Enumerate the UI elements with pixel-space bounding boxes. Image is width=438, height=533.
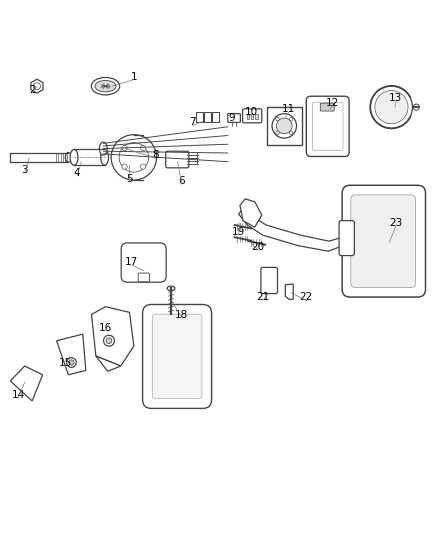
Polygon shape — [286, 284, 293, 299]
Circle shape — [119, 143, 148, 172]
Text: 22: 22 — [300, 292, 313, 302]
Circle shape — [413, 104, 420, 110]
FancyBboxPatch shape — [342, 185, 426, 297]
Text: 1: 1 — [131, 71, 137, 82]
FancyBboxPatch shape — [267, 107, 302, 144]
Ellipse shape — [167, 286, 175, 290]
FancyBboxPatch shape — [261, 268, 278, 294]
Bar — [255, 114, 258, 119]
Circle shape — [111, 135, 156, 180]
Circle shape — [122, 164, 127, 169]
Text: 18: 18 — [175, 310, 188, 319]
Text: 21: 21 — [256, 292, 269, 302]
Text: 9: 9 — [229, 113, 235, 123]
Text: 16: 16 — [99, 322, 112, 333]
FancyBboxPatch shape — [351, 195, 416, 287]
Text: 23: 23 — [389, 218, 403, 228]
FancyBboxPatch shape — [212, 112, 219, 122]
FancyBboxPatch shape — [204, 112, 211, 122]
Ellipse shape — [101, 149, 109, 165]
FancyBboxPatch shape — [196, 112, 203, 122]
Ellipse shape — [103, 335, 114, 346]
FancyBboxPatch shape — [143, 304, 212, 408]
Circle shape — [33, 83, 40, 90]
Text: 14: 14 — [11, 390, 25, 400]
Text: 4: 4 — [74, 168, 81, 177]
Text: 6: 6 — [179, 176, 185, 187]
Text: 20: 20 — [252, 242, 265, 252]
Circle shape — [276, 118, 292, 134]
Text: 5: 5 — [126, 174, 133, 184]
Polygon shape — [96, 356, 121, 372]
Circle shape — [276, 117, 279, 121]
Polygon shape — [239, 206, 343, 251]
FancyBboxPatch shape — [166, 151, 189, 168]
Text: 13: 13 — [389, 93, 403, 103]
Circle shape — [141, 164, 146, 169]
Circle shape — [272, 114, 297, 138]
Polygon shape — [240, 199, 262, 227]
Bar — [251, 114, 254, 119]
FancyBboxPatch shape — [320, 103, 334, 111]
FancyBboxPatch shape — [339, 221, 354, 256]
Circle shape — [122, 146, 127, 151]
Polygon shape — [92, 306, 134, 366]
Circle shape — [290, 131, 293, 134]
Circle shape — [141, 146, 146, 151]
FancyBboxPatch shape — [138, 273, 150, 282]
Polygon shape — [31, 79, 43, 93]
Text: 17: 17 — [125, 257, 138, 267]
Text: 8: 8 — [152, 150, 159, 160]
Text: 10: 10 — [245, 107, 258, 117]
FancyBboxPatch shape — [228, 114, 240, 123]
FancyBboxPatch shape — [243, 109, 262, 123]
FancyBboxPatch shape — [152, 314, 202, 399]
Ellipse shape — [91, 77, 120, 95]
Text: 2: 2 — [29, 85, 35, 95]
Text: 3: 3 — [21, 165, 28, 175]
FancyBboxPatch shape — [306, 96, 349, 157]
Ellipse shape — [95, 80, 116, 92]
Ellipse shape — [106, 338, 112, 344]
Ellipse shape — [65, 152, 71, 162]
Circle shape — [371, 86, 413, 128]
Ellipse shape — [67, 358, 76, 367]
Text: 19: 19 — [232, 227, 245, 237]
Ellipse shape — [69, 360, 74, 365]
Text: 11: 11 — [282, 104, 296, 114]
Text: 7: 7 — [190, 117, 196, 127]
Ellipse shape — [70, 149, 78, 165]
Circle shape — [290, 117, 293, 121]
FancyBboxPatch shape — [121, 243, 166, 282]
Circle shape — [276, 131, 279, 134]
Ellipse shape — [99, 142, 107, 155]
Bar — [247, 114, 249, 119]
Circle shape — [375, 91, 408, 124]
Text: 15: 15 — [59, 358, 72, 368]
Text: 12: 12 — [326, 98, 339, 108]
Polygon shape — [57, 334, 86, 375]
Polygon shape — [11, 366, 42, 401]
